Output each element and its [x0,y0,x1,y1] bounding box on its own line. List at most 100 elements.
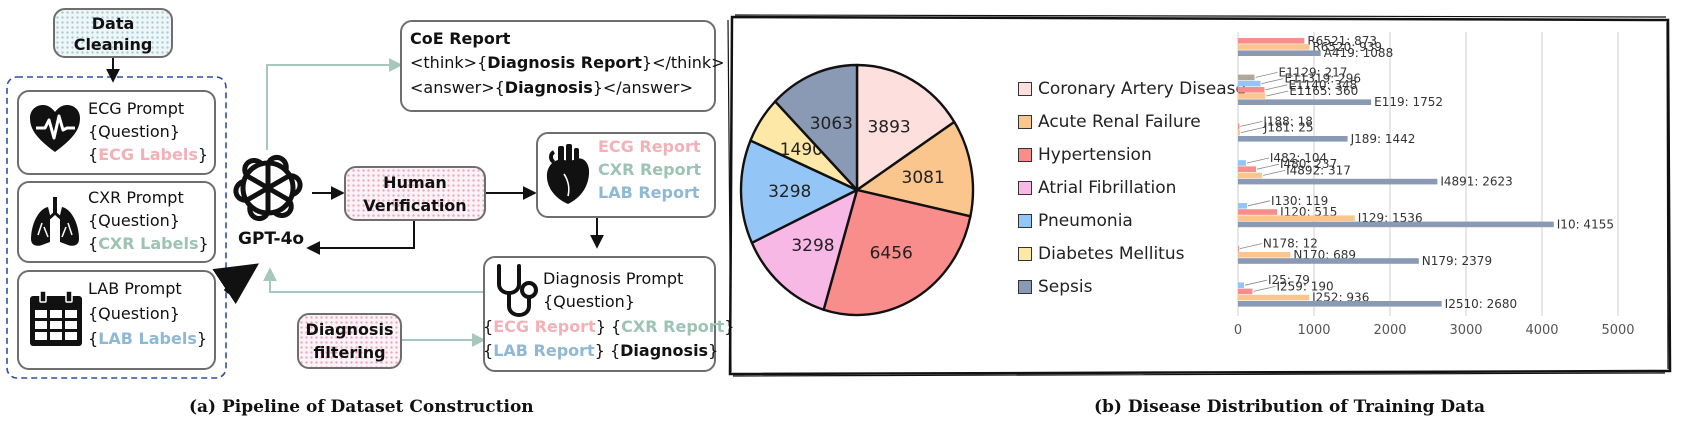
bar-label-leader [1266,90,1289,97]
reports-ecg: ECG Report [598,137,701,156]
pie-label-pneumonia: 3298 [768,182,811,202]
data-cleaning-line1: Data [91,14,135,33]
pie-slice-atrial-fibrillation [750,188,859,311]
gpt-label: GPT-4o [238,229,305,249]
bar-label-leader [1247,200,1271,207]
bar-n178 [1238,245,1239,252]
bar-xtick-label: 1000 [1297,323,1330,338]
lab-prompt-box: LAB Prompt {Question} {LAB Labels} [17,270,216,370]
stethoscope-icon [497,264,538,317]
bar-label-i130: I130: 119 [1271,194,1328,208]
cxr-prompt-question: {Question} [88,211,180,230]
legend-swatch-coronary [1018,82,1032,96]
diagnosis-filtering-line1: Diagnosis [305,320,394,339]
diagnosis-prompt-box: Diagnosis Prompt {Question} {ECG Report}… [483,256,734,372]
bar-e1129 [1238,74,1255,81]
bar-label-i4892: I4892: 317 [1286,163,1351,177]
legend-item-pneumonia: Pneumonia [1018,211,1133,231]
human-verification-line1: Human [383,173,447,192]
bar-label-e1140: E1140: 348 [1288,78,1357,92]
pie-slice-sepsis [773,63,859,192]
ecg-prompt-question: {Question} [88,122,180,141]
diag-prompt-title: Diagnosis Prompt [543,269,684,288]
legend-item-diabetes: Diabetes Mellitus [1018,244,1184,264]
bar-label-a419: A419: 1088 [1324,46,1394,60]
bar-j189 [1238,136,1348,142]
ecg-prompt-labels: {ECG Labels} [88,145,209,164]
bar-i4891 [1238,178,1438,185]
ecg-prompt-title: ECG Prompt [88,99,185,118]
legend-swatch-pneumonia [1018,214,1032,228]
bar-i10 [1238,221,1554,228]
bar-label-e1165: E1165: 360 [1289,84,1358,98]
bar-j188 [1238,123,1240,130]
ecg-prompt-box: ECG Prompt {Question} {ECG Labels} [17,90,216,175]
calendar-table-icon [30,290,82,346]
coe-report-box: CoE Report <think>{Diagnosis Report}</th… [400,20,725,112]
coe-think-line: <think>{Diagnosis Report}</think> [410,53,725,72]
anatomical-heart-icon [546,144,590,204]
data-cleaning-line2: Cleaning [73,35,153,54]
distribution-caption: (b) Disease Distribution of Training Dat… [1094,397,1486,417]
bar-i480 [1238,166,1257,172]
bar-label-i2510: I2510: 2680 [1445,297,1517,311]
lab-prompt-labels: {LAB Labels} [88,329,208,348]
legend-swatch-diabetes [1018,247,1032,261]
bar-label-i4891: I4891: 2623 [1440,175,1512,189]
coe-answer-line: <answer>{Diagnosis}</answer> [410,78,693,97]
heart-ecg-icon [30,105,80,152]
pie-slice-hypertension [822,188,972,317]
legend-swatch-sepsis [1018,280,1032,294]
bar-label-r6520: R6520: 939 [1312,40,1382,54]
bar-e1140 [1238,87,1265,93]
bar-a419 [1238,50,1321,56]
bar-label-n178: N178: 12 [1263,237,1318,251]
bar-i482 [1238,160,1246,166]
bar-label-j188: J188: 18 [1262,114,1313,128]
legend-label-sepsis: Sepsis [1038,277,1093,297]
bar-e11319 [1238,80,1261,87]
bar-i2510 [1238,301,1442,307]
pipeline-caption: (a) Pipeline of Dataset Construction [189,397,534,417]
bar-label-i259: I259: 190 [1276,279,1333,293]
pie-label-atrial-fibrillation: 3298 [791,236,834,256]
bar-label-r6521: R6521: 873 [1307,34,1377,48]
bar-e119 [1238,99,1372,105]
pipeline-connectors [6,58,604,379]
diagnosis-filtering-box: Diagnosis filtering [297,313,402,369]
bar-label-i10: I10: 4155 [1557,217,1614,231]
bar-label-leader [1265,84,1288,91]
bar-label-j181: J181: 25 [1263,121,1314,135]
pie-label-hypertension: 6456 [870,243,913,263]
pie-slice-pneumonia [739,139,859,245]
bar-e1165 [1238,93,1266,99]
bar-label-leader [1253,286,1276,292]
reports-lab: LAB Report [598,183,700,202]
lab-prompt-title: LAB Prompt [88,279,182,298]
bar-xtick-label: 0 [1234,323,1242,338]
bar-i120 [1238,209,1278,215]
reports-box: ECG Report CXR Report LAB Report [536,132,716,218]
bar-label-leader [1240,127,1263,133]
bar-label-n179: N179: 2379 [1422,254,1492,268]
bar-label-leader [1255,72,1278,78]
legend-label-pneumonia: Pneumonia [1038,211,1133,231]
data-cleaning-box: Data Cleaning [53,8,173,58]
bar-label-i482: I482: 104 [1270,151,1327,165]
pie-label-sepsis: 3063 [810,114,853,134]
bar-r6520 [1238,44,1310,50]
human-verification-box: Human Verification [344,166,486,221]
bar-label-e119: E119: 1752 [1374,95,1443,109]
bar-i4892 [1238,172,1263,179]
legend-label-renal: Acute Renal Failure [1038,112,1201,132]
bar-i259 [1238,288,1253,295]
bar-label-leader [1256,163,1280,170]
bar-label-leader [1261,78,1284,84]
pie-slice-acute-renal-failure [855,120,975,218]
lungs-icon [31,197,79,246]
legend-item-renal: Acute Renal Failure [1018,112,1201,132]
legend-label-afib: Atrial Fibrillation [1038,178,1177,198]
lab-prompt-question: {Question} [88,304,180,323]
legend-item-hypertension: Hypertension [1018,145,1152,165]
bar-j181 [1238,129,1240,136]
